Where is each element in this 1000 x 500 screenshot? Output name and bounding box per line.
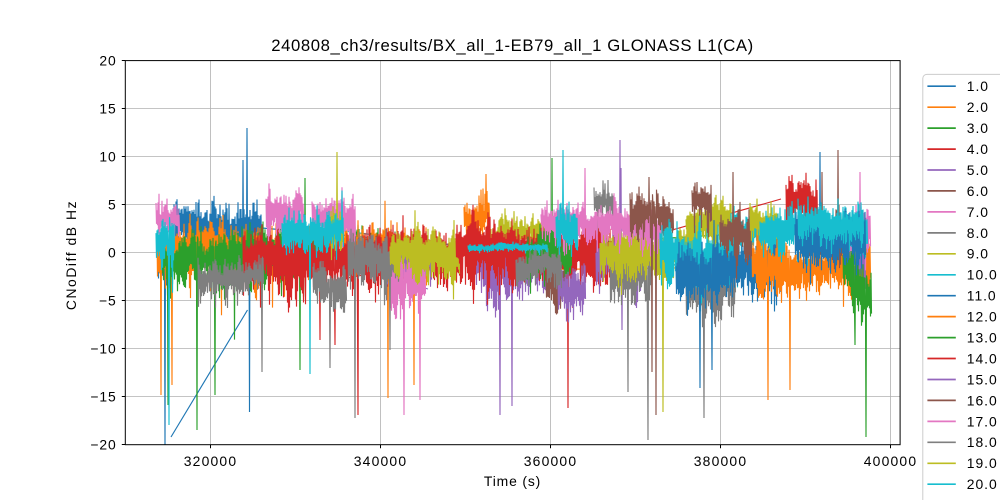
svg-text:5: 5 xyxy=(108,196,117,212)
svg-text:−5: −5 xyxy=(99,292,117,308)
svg-text:CNoDiff dB Hz: CNoDiff dB Hz xyxy=(63,200,79,310)
svg-text:400000: 400000 xyxy=(864,453,918,469)
svg-text:340000: 340000 xyxy=(354,453,408,469)
svg-text:−10: −10 xyxy=(90,340,116,356)
svg-text:−15: −15 xyxy=(90,388,116,404)
svg-text:4.0: 4.0 xyxy=(967,141,989,157)
svg-text:19.0: 19.0 xyxy=(967,455,998,471)
svg-text:2.0: 2.0 xyxy=(967,99,989,115)
svg-text:5.0: 5.0 xyxy=(967,162,989,178)
svg-text:16.0: 16.0 xyxy=(967,392,998,408)
svg-text:8.0: 8.0 xyxy=(967,225,989,241)
svg-text:7.0: 7.0 xyxy=(967,204,989,220)
svg-text:10: 10 xyxy=(99,148,116,164)
svg-text:15.0: 15.0 xyxy=(967,371,998,387)
svg-text:Time (s): Time (s) xyxy=(484,473,541,489)
svg-text:14.0: 14.0 xyxy=(967,350,998,366)
svg-text:9.0: 9.0 xyxy=(967,246,989,262)
svg-text:10.0: 10.0 xyxy=(967,267,998,283)
svg-text:12.0: 12.0 xyxy=(967,309,998,325)
svg-text:360000: 360000 xyxy=(524,453,578,469)
svg-text:0: 0 xyxy=(108,244,117,260)
svg-text:21.0: 21.0 xyxy=(967,497,998,500)
svg-text:18.0: 18.0 xyxy=(967,434,998,450)
svg-text:20.0: 20.0 xyxy=(967,476,998,492)
svg-text:1.0: 1.0 xyxy=(967,78,989,94)
svg-text:11.0: 11.0 xyxy=(967,288,997,304)
svg-text:13.0: 13.0 xyxy=(967,330,998,346)
svg-text:6.0: 6.0 xyxy=(967,183,989,199)
svg-text:320000: 320000 xyxy=(184,453,238,469)
svg-text:3.0: 3.0 xyxy=(967,120,989,136)
svg-text:240808_ch3/results/BX_all_1-EB: 240808_ch3/results/BX_all_1-EB79_all_1 G… xyxy=(271,36,754,55)
svg-text:380000: 380000 xyxy=(694,453,748,469)
svg-text:15: 15 xyxy=(99,100,116,116)
svg-text:20: 20 xyxy=(99,52,116,68)
svg-text:17.0: 17.0 xyxy=(967,413,998,429)
svg-text:−20: −20 xyxy=(90,436,116,452)
